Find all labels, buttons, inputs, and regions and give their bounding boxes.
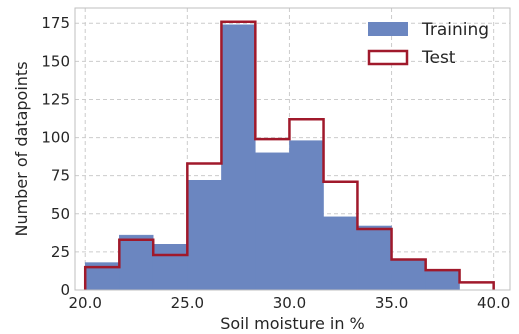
training-bar <box>152 244 188 291</box>
training-bar <box>187 179 222 291</box>
y-tick-label: 75 <box>51 167 70 185</box>
x-tick-label: 40.0 <box>477 294 510 312</box>
y-tick-label: 25 <box>51 243 70 261</box>
y-tick-label: 125 <box>41 90 70 108</box>
test-step-line <box>83 20 495 290</box>
training-bar <box>425 269 460 291</box>
training-bar <box>289 140 324 291</box>
x-tick-label: 25.0 <box>171 294 204 312</box>
training-bars <box>84 24 460 291</box>
training-bar <box>357 225 392 291</box>
x-tick-label: 35.0 <box>375 294 408 312</box>
x-tick-label: 20.0 <box>69 294 102 312</box>
tick-labels: 20.0 25.0 30.0 35.0 40.0 0 25 50 75 100 125 150 175 <box>41 14 510 312</box>
y-tick-label: 100 <box>41 129 70 147</box>
legend-label-training: Training <box>421 20 489 40</box>
plot-border <box>74 7 511 291</box>
legend-label-test: Test <box>421 48 456 68</box>
y-axis-label: Number of datapoints <box>12 61 31 236</box>
y-tick-label: 0 <box>60 281 70 299</box>
training-bar <box>221 24 256 291</box>
training-bar <box>391 259 426 291</box>
y-tick-label: 50 <box>51 205 70 223</box>
legend-swatch-test <box>367 49 409 66</box>
legend: Training Test <box>367 20 489 68</box>
x-tick-label: 30.0 <box>273 294 306 312</box>
legend-swatch-training <box>368 22 408 36</box>
y-tick-label: 175 <box>41 14 70 32</box>
test-step-layer <box>83 20 495 290</box>
training-bar <box>255 152 290 291</box>
plot-frame <box>74 7 511 291</box>
training-bar <box>119 234 154 291</box>
y-tick-label: 150 <box>41 52 70 70</box>
training-bar <box>323 216 358 291</box>
x-axis-label: Soil moisture in % <box>220 314 365 333</box>
